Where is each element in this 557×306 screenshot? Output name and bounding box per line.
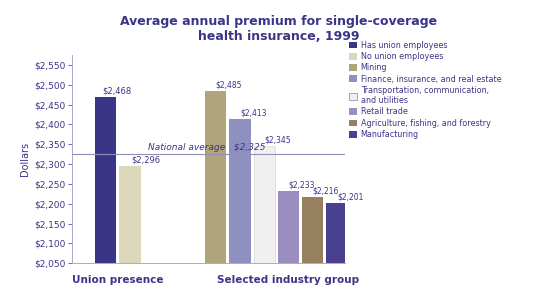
Text: $2,296: $2,296 — [131, 155, 160, 164]
Text: National average   $2,325: National average $2,325 — [148, 143, 265, 152]
Bar — [253, 146, 275, 263]
Text: $2,345: $2,345 — [264, 136, 291, 145]
Text: Average annual premium for single-coverage
health insurance, 1999: Average annual premium for single-covera… — [120, 15, 437, 43]
Text: Union presence: Union presence — [72, 275, 164, 285]
Text: $2,216: $2,216 — [312, 187, 339, 196]
Text: $2,201: $2,201 — [337, 193, 363, 202]
Text: $2,233: $2,233 — [289, 180, 315, 189]
Legend: Has union employees, No union employees, Mining, Finance, insurance, and real es: Has union employees, No union employees,… — [349, 41, 501, 139]
Bar — [326, 203, 348, 263]
Bar — [278, 191, 299, 263]
Bar — [205, 91, 226, 263]
Text: Selected industry group: Selected industry group — [217, 275, 359, 285]
Bar — [302, 197, 324, 263]
Bar — [95, 98, 116, 263]
Bar — [119, 166, 141, 263]
Text: $2,468: $2,468 — [102, 87, 132, 96]
Y-axis label: Dollars: Dollars — [20, 142, 30, 176]
Text: $2,485: $2,485 — [216, 80, 242, 89]
Bar — [229, 119, 251, 263]
Text: $2,413: $2,413 — [240, 109, 266, 118]
